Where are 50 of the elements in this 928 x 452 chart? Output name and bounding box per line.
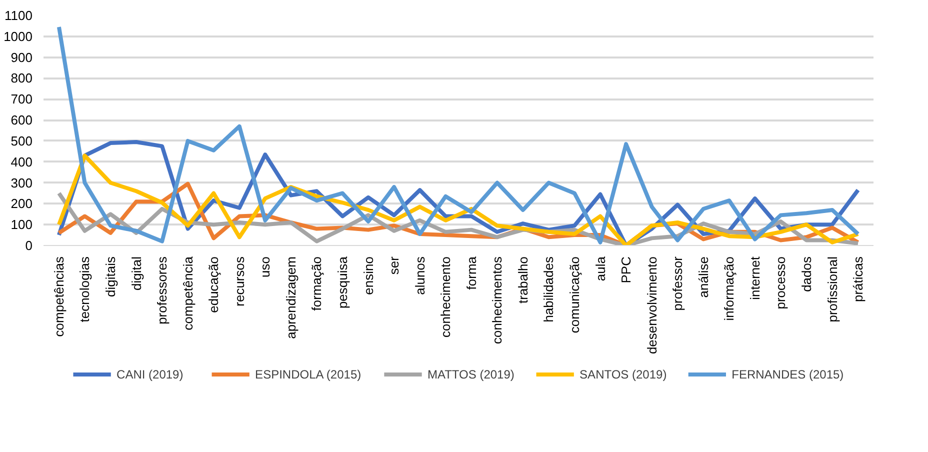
x-tick-label: habilidades bbox=[541, 256, 556, 322]
y-tick-label: 300 bbox=[10, 175, 33, 190]
y-tick-label: 100 bbox=[10, 217, 33, 232]
x-tick-label: desenvolvimento bbox=[644, 256, 660, 354]
x-tick-label: ensino bbox=[360, 256, 376, 295]
legend-label: CANI (2019) bbox=[116, 368, 184, 382]
y-tick-label: 200 bbox=[10, 196, 33, 212]
x-tick-label: recursos bbox=[232, 256, 247, 306]
legend-label: SANTOS (2019) bbox=[580, 368, 667, 382]
x-tick-label: educação bbox=[206, 256, 222, 313]
x-tick-label: professores bbox=[154, 256, 170, 324]
y-tick-label: 400 bbox=[10, 154, 33, 170]
y-tick-label: 600 bbox=[10, 112, 33, 128]
x-tick-label: competência bbox=[180, 256, 196, 330]
legend-label: MATTOS (2019) bbox=[427, 368, 514, 382]
x-tick-label: processo bbox=[773, 256, 788, 310]
x-tick-label: comunicação bbox=[566, 256, 582, 334]
y-tick-label: 1100 bbox=[4, 8, 33, 23]
y-tick-label: 800 bbox=[10, 70, 33, 86]
x-tick-label: dados bbox=[798, 256, 814, 292]
x-tick-label: digitais bbox=[103, 256, 118, 297]
x-tick-label: conhecimento bbox=[438, 256, 454, 338]
x-tick-label: forma bbox=[464, 256, 479, 290]
x-tick-label: aprendizagem bbox=[283, 256, 298, 339]
x-tick-label: análise bbox=[696, 256, 711, 298]
x-tick-label: conhecimentos bbox=[490, 256, 505, 344]
x-tick-label: ser bbox=[386, 256, 402, 275]
x-tick-label: internet bbox=[747, 256, 762, 300]
x-tick-label: informação bbox=[722, 256, 737, 321]
y-tick-label: 900 bbox=[10, 50, 33, 65]
x-tick-label: uso bbox=[258, 256, 273, 278]
x-tick-label: tecnologias bbox=[77, 256, 92, 322]
legend-label: ESPINDOLA (2015) bbox=[255, 368, 362, 382]
x-tick-label: PPC bbox=[618, 256, 634, 284]
x-tick-label: formação bbox=[309, 256, 324, 311]
x-tick-label: alunos bbox=[412, 256, 428, 295]
y-tick-label: 700 bbox=[10, 92, 33, 107]
x-tick-label: competências bbox=[51, 256, 66, 337]
x-tick-label: pesquisa bbox=[335, 256, 350, 309]
y-tick-label: 500 bbox=[10, 133, 33, 148]
x-tick-label: digital bbox=[128, 256, 144, 290]
x-tick-label: trabalho bbox=[515, 256, 530, 304]
line-series bbox=[56, 25, 860, 244]
x-tick-label: profissional bbox=[824, 256, 840, 322]
legend-label: FERNANDES (2015) bbox=[732, 368, 844, 382]
y-tick-label: 1000 bbox=[4, 28, 32, 44]
x-tick-label: aula bbox=[592, 256, 608, 282]
y-tick-label: 0 bbox=[25, 238, 33, 253]
x-tick-label: práticas bbox=[850, 256, 866, 302]
x-tick-label: professor bbox=[670, 256, 686, 311]
